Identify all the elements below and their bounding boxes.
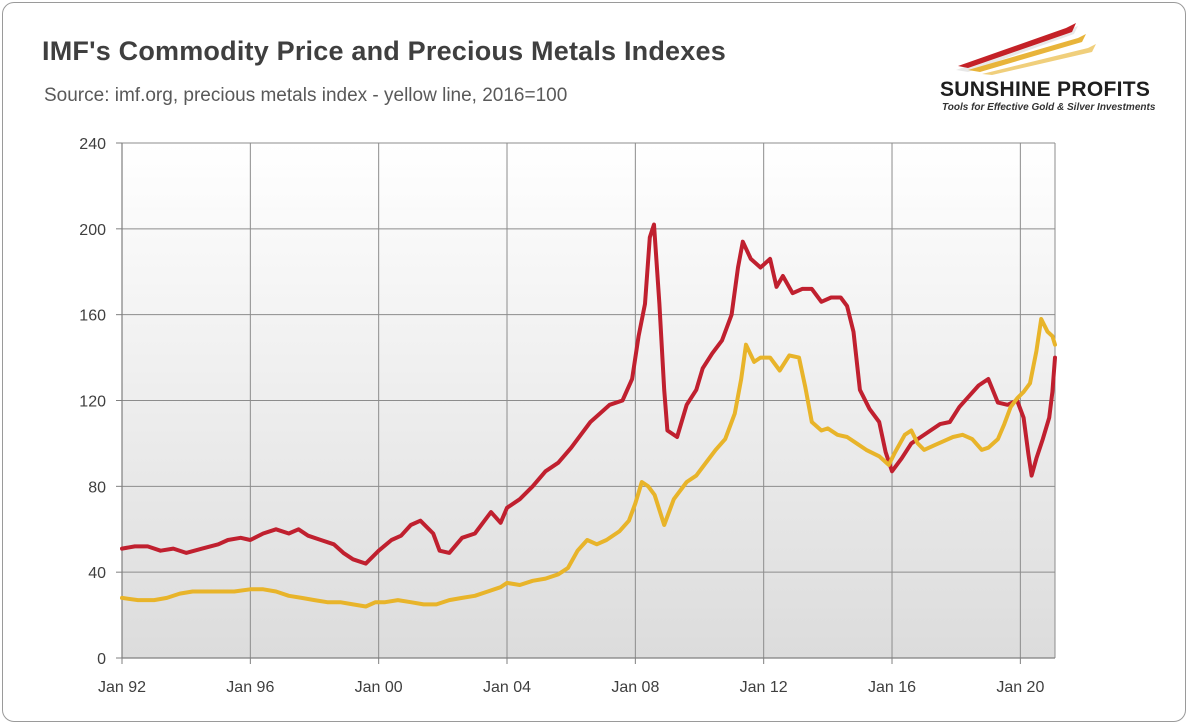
y-tick-label: 40 <box>88 565 106 582</box>
y-tick-label: 200 <box>79 222 106 239</box>
x-tick-label: Jan 04 <box>483 679 531 696</box>
y-tick-label: 160 <box>79 308 106 325</box>
x-tick-label: Jan 20 <box>996 679 1044 696</box>
x-tick-label: Jan 08 <box>611 679 659 696</box>
y-tick-label: 240 <box>79 136 106 153</box>
y-axis: 0 40 80 120 160 200 240 <box>79 136 123 668</box>
series-line-0 <box>120 222 1057 566</box>
chart-title: IMF's Commodity Price and Precious Metal… <box>42 36 726 66</box>
chart-subtitle: Source: imf.org, precious metals index -… <box>44 85 568 106</box>
x-tick-label: Jan 16 <box>868 679 916 696</box>
y-tick-label: 80 <box>88 479 106 496</box>
logo-name: SUNSHINE PROFITS <box>940 78 1150 102</box>
x-tick-label: Jan 12 <box>740 679 788 696</box>
logo-tagline: Tools for Effective Gold & Silver Invest… <box>942 102 1156 113</box>
y-tick-label: 0 <box>97 651 106 668</box>
logo-swoosh-icon <box>956 23 1096 75</box>
series-group <box>120 222 1057 609</box>
x-tick-label: Jan 00 <box>355 679 403 696</box>
sunshine-profits-logo: SUNSHINE PROFITS Tools for Effective Gol… <box>928 20 1178 120</box>
x-tick-label: Jan 92 <box>98 679 146 696</box>
logo-name-text: SUNSHINE PROFITS <box>940 78 1151 101</box>
x-tick-label: Jan 96 <box>226 679 274 696</box>
series-line-1 <box>120 317 1057 609</box>
y-tick-label: 120 <box>79 394 106 411</box>
x-axis: Jan 92 Jan 96 Jan 00 Jan 04 Jan 08 Jan 12 Jan … <box>98 657 1055 696</box>
